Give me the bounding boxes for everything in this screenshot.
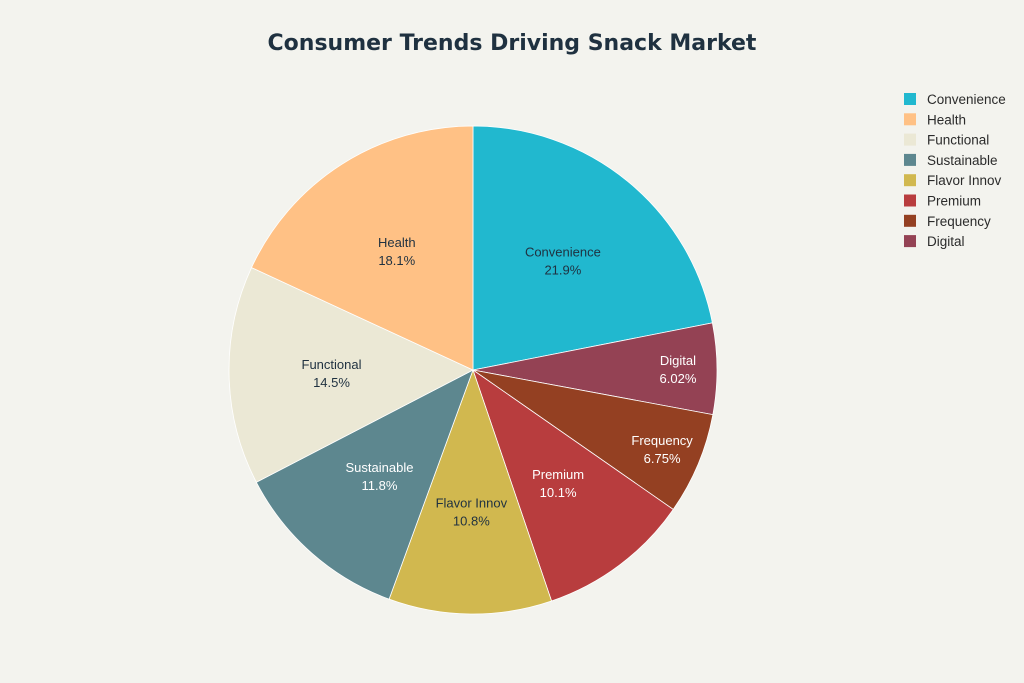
legend-swatch-health [904, 113, 916, 126]
slice-labels: Convenience 21.9% Digital 6.02% Frequency 6.7… [302, 235, 697, 529]
slice-value-functional: 14.5% [313, 375, 350, 390]
legend-label-functional: Functional [927, 133, 989, 148]
slice-value-premium: 10.1% [540, 485, 577, 500]
legend-swatch-functional [904, 133, 916, 146]
pie-slice-premium [472, 368, 674, 602]
legend: Convenience Health Functional Sustainable Fl… [904, 92, 1006, 249]
legend-label-premium: Premium [927, 194, 981, 209]
slice-label-flavor-innov: Flavor Innov [436, 496, 508, 511]
legend-swatch-convenience [904, 93, 916, 105]
slice-label-convenience: Convenience [525, 245, 601, 260]
slice-label-frequency: Frequency [631, 433, 693, 448]
slice-label-health: Health [378, 235, 416, 250]
slice-value-health: 18.1% [378, 253, 415, 268]
slice-label-sustainable: Sustainable [346, 460, 414, 475]
legend-label-digital: Digital [927, 234, 965, 249]
slice-value-convenience: 21.9% [544, 263, 581, 278]
legend-swatch-digital [904, 235, 916, 248]
slice-value-sustainable: 11.8% [362, 478, 398, 493]
legend-swatch-frequency [904, 214, 916, 227]
legend-label-frequency: Frequency [927, 214, 991, 229]
pie-slice-convenience [472, 125, 713, 371]
legend-swatch-sustainable [904, 153, 916, 166]
pie-slices [228, 125, 718, 615]
slice-label-premium: Premium [532, 467, 584, 482]
legend-label-sustainable: Sustainable [927, 153, 998, 168]
legend-label-health: Health [927, 112, 966, 127]
legend-label-flavor-innov: Flavor Innov [927, 173, 1002, 188]
slice-label-functional: Functional [302, 357, 362, 372]
chart-title: Consumer Trends Driving Snack Market [268, 31, 757, 56]
slice-label-digital: Digital [660, 353, 696, 368]
pie-slice-health [251, 125, 474, 371]
legend-label-convenience: Convenience [927, 92, 1006, 107]
slice-value-frequency: 6.75% [644, 451, 681, 466]
pie-slice-sustainable [255, 369, 474, 600]
legend-swatch-premium [904, 194, 916, 207]
pie-slice-flavor-innov [388, 368, 553, 615]
slice-value-digital: 6.02% [660, 371, 697, 386]
legend-swatch-flavor-innov [904, 174, 916, 187]
pie-slice-functional [228, 267, 474, 483]
slice-value-flavor-innov: 10.8% [453, 514, 490, 529]
